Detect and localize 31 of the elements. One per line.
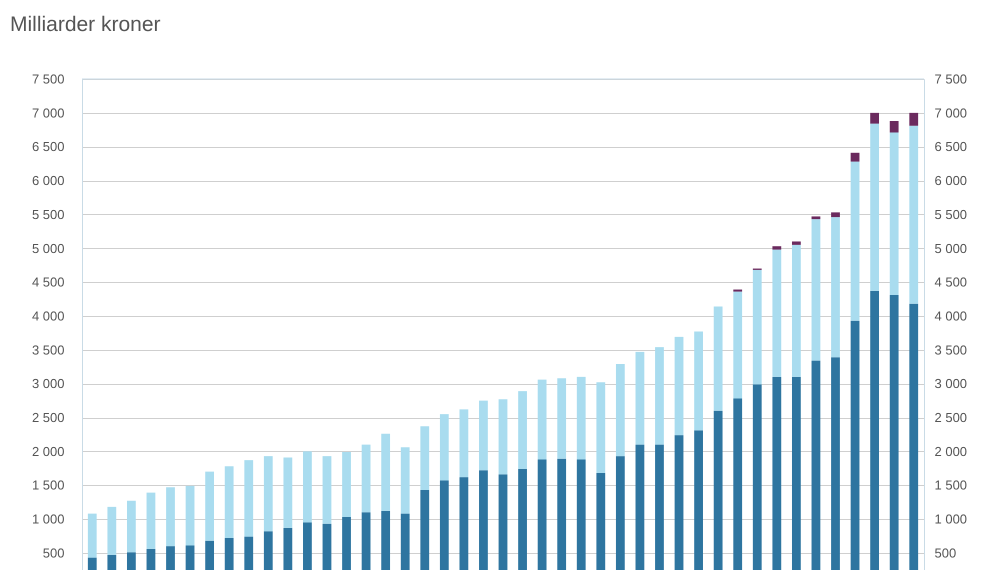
- y2-tick-label: 2 500: [934, 410, 968, 425]
- y2-tick-label: 4 000: [934, 308, 968, 324]
- chart-title: Milliarder kroner: [10, 13, 161, 36]
- y2-tick-label: 4 500: [934, 274, 968, 290]
- y-tick-label: 6 500: [32, 139, 64, 154]
- y-tick-label: 2 000: [32, 444, 64, 459]
- y2-tick-label: 7 000: [934, 105, 968, 120]
- y2-tick-label: 3 500: [934, 342, 968, 358]
- y2-tick-label: 1 500: [934, 478, 968, 493]
- y-tick-label: 1 500: [32, 478, 64, 493]
- y2-tick-label: 1 000: [934, 512, 968, 527]
- y-tick-label: 5 000: [32, 240, 64, 256]
- y2-tick-label: 3 000: [934, 376, 968, 392]
- y2-tick-label: 5 500: [934, 206, 968, 222]
- y-tick-label: 5 500: [32, 206, 64, 222]
- y-tick-label: 2 500: [32, 410, 64, 425]
- y-tick-label: 6 000: [32, 173, 64, 188]
- y-tick-label: 500: [42, 545, 64, 560]
- y2-tick-label: 5 000: [934, 240, 968, 256]
- y2-tick-label: 7 500: [934, 72, 968, 86]
- y-tick-label: 4 000: [32, 308, 64, 324]
- y2-tick-label: 6 500: [934, 139, 968, 154]
- y2-tick-label: 2 000: [934, 444, 968, 459]
- y-tick-label: 3 000: [32, 376, 64, 392]
- y-tick-label: 7 000: [32, 105, 64, 120]
- y-tick-label: 7 500: [32, 72, 64, 86]
- y-tick-label: 1 000: [32, 512, 64, 527]
- y2-tick-label: 500: [934, 545, 956, 560]
- y-tick-label: 3 500: [32, 342, 64, 358]
- y-tick-label: 4 500: [32, 274, 64, 290]
- y2-tick-label: 6 000: [934, 173, 968, 188]
